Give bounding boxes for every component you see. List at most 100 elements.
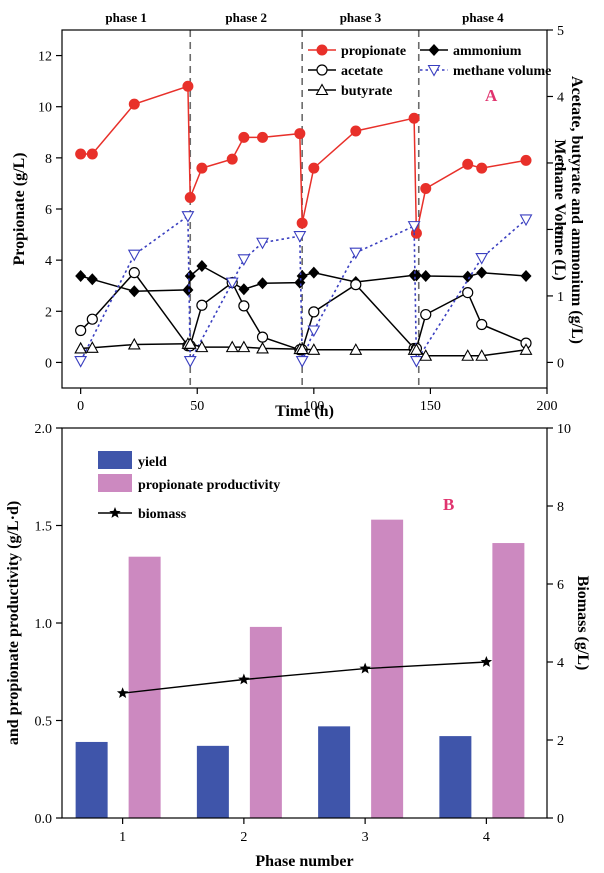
data-point-methane-volume	[349, 247, 363, 260]
legend-label: propionate	[341, 44, 406, 59]
data-point-propionate	[75, 148, 87, 160]
data-point-ammonium-shape	[238, 283, 250, 296]
data-point-butyrate-shape	[85, 341, 99, 353]
legend-marker	[109, 507, 121, 518]
data-point-acetate-shape	[128, 267, 140, 279]
data-point-biomass-shape	[238, 673, 250, 685]
data-point-propionate	[238, 131, 250, 143]
data-point-propionate-shape	[420, 183, 432, 195]
bar-propionate-productivity	[128, 556, 161, 818]
data-point-ammonium-shape	[75, 269, 87, 282]
panel-letter-b: B	[443, 495, 454, 514]
legend-label: propionate productivity	[138, 478, 280, 493]
data-point-butyrate	[475, 349, 489, 361]
data-point-propionate	[196, 162, 208, 174]
y-left-tick-label: 12	[38, 50, 52, 65]
data-point-propionate-shape	[350, 125, 362, 137]
data-point-propionate-shape	[408, 112, 420, 124]
data-point-methane-volume-shape	[225, 277, 239, 290]
data-point-methane-volume-shape	[407, 221, 421, 233]
y-right-tick-label: 2	[557, 223, 564, 238]
data-point-methane-volume-shape	[127, 249, 141, 262]
x-tick-label: 0	[77, 399, 84, 414]
data-point-butyrate	[419, 349, 433, 361]
data-point-methane-volume-shape	[349, 247, 363, 260]
data-point-propionate-shape	[462, 158, 474, 170]
data-point-propionate-shape	[226, 153, 238, 165]
data-point-propionate-shape	[520, 154, 532, 166]
data-point-propionate-shape	[128, 98, 140, 110]
data-point-ammonium-shape	[420, 269, 432, 282]
legend-label: yield	[138, 455, 167, 470]
data-point-butyrate	[237, 340, 251, 353]
legend-marker-shape	[427, 64, 441, 77]
data-point-propionate-shape	[86, 148, 98, 160]
y-left-tick-label: 8	[45, 152, 52, 167]
legend-marker	[316, 44, 328, 56]
data-point-methane-volume-shape	[74, 356, 88, 368]
data-point-acetate-shape	[420, 308, 432, 321]
y-right-tick-label: 0	[557, 812, 564, 827]
x-tick-label: 100	[303, 399, 324, 414]
data-point-propionate	[184, 191, 196, 203]
data-point-methane-volume-shape	[181, 211, 195, 223]
legend-label: ammonium	[453, 44, 522, 59]
data-point-butyrate-shape	[307, 343, 321, 355]
data-point-butyrate-shape	[295, 342, 309, 355]
data-point-biomass-shape	[480, 656, 493, 667]
data-point-acetate-shape	[196, 299, 208, 311]
data-point-propionate-shape	[296, 217, 308, 229]
data-point-butyrate	[461, 349, 475, 361]
legend-marker-shape	[316, 64, 328, 76]
x-tick-label: 2	[240, 830, 247, 845]
data-point-biomass	[116, 687, 129, 699]
y-right-tick-label: 6	[557, 578, 564, 593]
data-point-butyrate-shape	[519, 343, 533, 355]
data-point-propionate	[182, 80, 194, 92]
data-point-propionate	[350, 125, 362, 137]
bar-yield	[439, 736, 472, 818]
series-line-propionate	[80, 85, 527, 234]
data-point-acetate	[350, 279, 362, 291]
data-point-methane-volume	[475, 252, 489, 265]
data-point-butyrate-shape	[409, 343, 423, 355]
data-point-butyrate-shape	[127, 337, 141, 350]
data-point-ammonium	[420, 269, 432, 282]
phase-label: phase 3	[340, 10, 382, 25]
x-tick-label: 150	[420, 399, 441, 414]
legend-marker	[427, 64, 441, 77]
data-point-ammonium-shape	[462, 270, 474, 283]
data-point-acetate	[420, 308, 432, 321]
legend-marker-shape	[316, 44, 328, 56]
bar-propionate-productivity	[371, 519, 404, 818]
data-point-methane-volume-shape	[256, 237, 269, 250]
y-right-tick-label: 0	[557, 356, 564, 371]
data-point-butyrate	[127, 337, 141, 350]
y-right-axis-title-line1: Acetate, butyrate and ammonium (g/L)	[568, 76, 585, 344]
data-point-ammonium-shape	[86, 273, 98, 286]
data-point-acetate	[128, 267, 140, 279]
data-point-butyrate-shape	[461, 349, 475, 361]
data-point-acetate	[196, 299, 208, 311]
legend-marker	[316, 64, 328, 76]
data-point-butyrate-shape	[183, 337, 197, 349]
bar-yield	[318, 726, 351, 818]
data-point-biomass	[238, 673, 250, 685]
data-point-ammonium	[520, 269, 532, 282]
data-point-propionate-shape	[238, 131, 250, 143]
phase-label: phase 4	[462, 10, 504, 25]
data-point-propionate	[86, 148, 98, 160]
data-point-biomass-shape	[359, 662, 371, 674]
y-left-tick-label: 0	[45, 356, 52, 371]
data-point-propionate	[296, 217, 308, 229]
data-point-acetate-shape	[462, 286, 474, 299]
series-line-methane-volume	[79, 214, 527, 365]
data-point-propionate-shape	[294, 128, 306, 140]
legend: yield propionate productivity biomass	[98, 451, 280, 522]
data-point-methane-volume-shape	[519, 214, 533, 227]
data-point-methane-volume-shape	[295, 356, 309, 368]
data-point-ammonium	[196, 260, 208, 273]
data-point-methane-volume	[407, 221, 421, 233]
y-left-tick-label: 4	[45, 254, 52, 269]
y-right-tick-label: 8	[557, 500, 564, 515]
